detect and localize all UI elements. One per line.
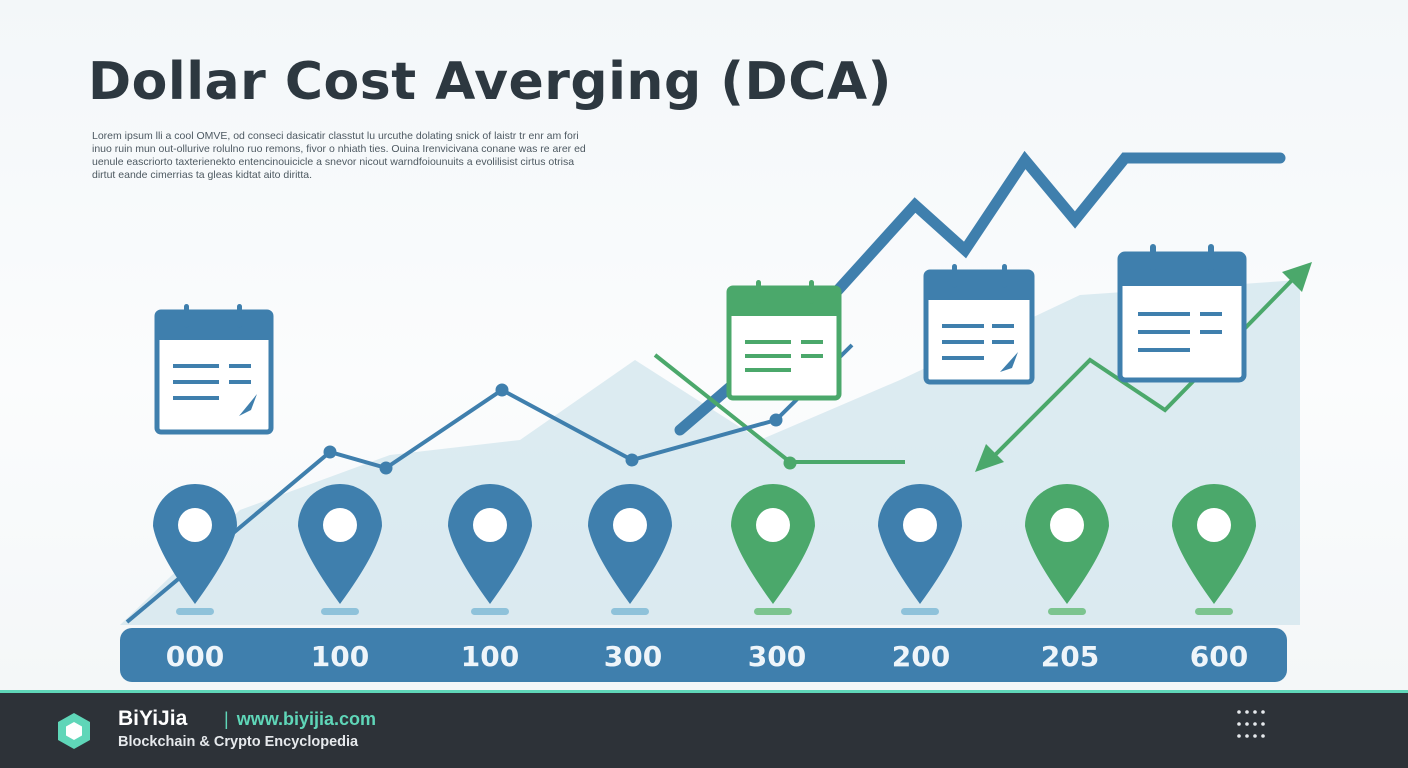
amount-label: 205 [1040, 640, 1100, 673]
calendar-icon [1117, 244, 1247, 383]
site-url[interactable]: | www.biyijia.com [224, 709, 377, 729]
calendar-icon [726, 280, 842, 401]
amount-bar: 000 100 100 300 300 200 205 600 [120, 628, 1287, 682]
location-pin-icon [1172, 484, 1256, 615]
dca-illustration [120, 150, 1312, 625]
arrow-down-left-icon [975, 444, 1004, 472]
infographic: Dollar Cost Averging (DCA) Lorem ipsum l… [0, 0, 1408, 690]
location-pin-icon [588, 484, 672, 615]
brand-name: BiYiJia [118, 707, 188, 730]
brand-tagline: Blockchain & Crypto Encyclopedia [118, 734, 359, 750]
location-pin-icon [153, 483, 237, 615]
calendar-icon [154, 304, 274, 435]
grid-dots-icon [1237, 710, 1265, 738]
subtitle-text: Lorem ipsum lli a cool OMVE, od conseci … [92, 130, 586, 181]
amount-label: 000 [165, 640, 225, 673]
calendar-icon [923, 264, 1035, 385]
amount-label: 200 [891, 640, 951, 673]
page-title: Dollar Cost Averging (DCA) [88, 52, 892, 112]
location-pin-icon [878, 484, 962, 615]
amount-label: 600 [1189, 640, 1249, 673]
amount-label: 100 [460, 640, 520, 673]
footer: BiYiJia | www.biyijia.com Blockchain & Cr… [0, 690, 1408, 768]
trend-points [323, 383, 797, 475]
location-pin-icon [298, 484, 382, 615]
amount-label: 100 [310, 640, 370, 673]
location-pin-icon [1025, 484, 1109, 615]
amount-label: 300 [747, 640, 807, 673]
hexagon-logo-icon [58, 713, 90, 749]
location-pin-icon [731, 484, 815, 615]
location-pin-icon [448, 484, 532, 615]
site-url-text[interactable]: www.biyijia.com [236, 709, 377, 729]
amount-label: 300 [603, 640, 663, 673]
pin-row [153, 483, 1256, 615]
